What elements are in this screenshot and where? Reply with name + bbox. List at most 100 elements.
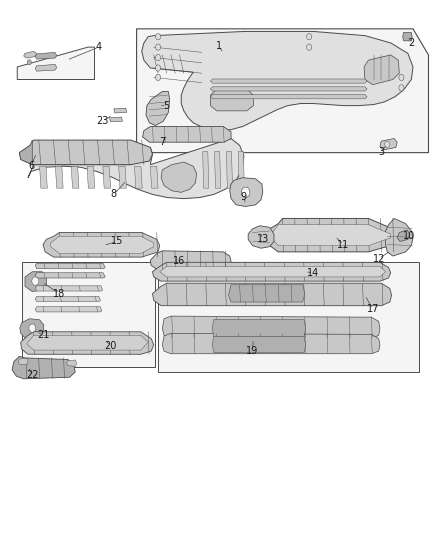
Polygon shape bbox=[210, 79, 367, 83]
Circle shape bbox=[155, 74, 161, 80]
Circle shape bbox=[155, 65, 161, 71]
Text: 11: 11 bbox=[337, 239, 350, 249]
Polygon shape bbox=[143, 126, 231, 142]
Polygon shape bbox=[21, 332, 154, 354]
Polygon shape bbox=[35, 286, 102, 291]
Polygon shape bbox=[364, 55, 399, 85]
Polygon shape bbox=[152, 283, 392, 306]
Polygon shape bbox=[35, 52, 57, 59]
Circle shape bbox=[29, 324, 36, 332]
Polygon shape bbox=[103, 166, 110, 188]
Polygon shape bbox=[150, 166, 158, 188]
Text: 23: 23 bbox=[96, 116, 109, 126]
Polygon shape bbox=[203, 151, 208, 188]
Text: 20: 20 bbox=[105, 341, 117, 351]
Polygon shape bbox=[158, 262, 419, 372]
Polygon shape bbox=[134, 166, 142, 188]
Polygon shape bbox=[238, 151, 244, 188]
Polygon shape bbox=[248, 226, 274, 248]
Polygon shape bbox=[210, 87, 367, 91]
Polygon shape bbox=[35, 64, 57, 71]
Polygon shape bbox=[55, 166, 63, 188]
Polygon shape bbox=[19, 140, 32, 165]
Circle shape bbox=[155, 44, 161, 50]
Text: 4: 4 bbox=[96, 42, 102, 52]
Polygon shape bbox=[28, 139, 244, 199]
Polygon shape bbox=[35, 263, 105, 269]
Polygon shape bbox=[35, 296, 101, 302]
Circle shape bbox=[241, 187, 250, 198]
Polygon shape bbox=[27, 335, 148, 350]
Polygon shape bbox=[12, 357, 75, 379]
Text: 10: 10 bbox=[403, 231, 415, 241]
Polygon shape bbox=[150, 251, 231, 269]
Text: 5: 5 bbox=[163, 101, 170, 111]
Polygon shape bbox=[19, 140, 152, 165]
Text: 12: 12 bbox=[372, 254, 385, 264]
Circle shape bbox=[399, 74, 404, 80]
Polygon shape bbox=[21, 262, 155, 367]
Circle shape bbox=[307, 34, 312, 40]
Text: 7: 7 bbox=[159, 137, 166, 147]
Polygon shape bbox=[160, 266, 385, 277]
Circle shape bbox=[155, 54, 161, 61]
Polygon shape bbox=[403, 33, 412, 41]
Text: 1: 1 bbox=[216, 41, 222, 51]
Circle shape bbox=[399, 85, 404, 91]
Text: 2: 2 bbox=[408, 38, 414, 48]
Text: 8: 8 bbox=[111, 189, 117, 199]
Polygon shape bbox=[114, 108, 127, 113]
Polygon shape bbox=[67, 360, 77, 366]
Text: 17: 17 bbox=[367, 304, 379, 314]
Polygon shape bbox=[35, 273, 105, 278]
Text: 21: 21 bbox=[38, 330, 50, 341]
Polygon shape bbox=[17, 47, 95, 79]
Polygon shape bbox=[162, 316, 380, 338]
Text: 9: 9 bbox=[241, 191, 247, 201]
Polygon shape bbox=[152, 262, 391, 281]
Polygon shape bbox=[24, 51, 36, 58]
Polygon shape bbox=[212, 319, 306, 337]
Polygon shape bbox=[43, 232, 160, 257]
Polygon shape bbox=[110, 117, 123, 122]
Polygon shape bbox=[162, 333, 380, 354]
Polygon shape bbox=[229, 285, 305, 302]
Polygon shape bbox=[230, 177, 263, 206]
Polygon shape bbox=[87, 166, 95, 188]
Text: 6: 6 bbox=[28, 161, 34, 171]
Polygon shape bbox=[142, 31, 413, 131]
Text: 3: 3 bbox=[378, 147, 384, 157]
Text: 13: 13 bbox=[257, 235, 269, 244]
Polygon shape bbox=[210, 95, 367, 99]
Polygon shape bbox=[380, 139, 397, 150]
Polygon shape bbox=[35, 306, 102, 312]
Text: 19: 19 bbox=[246, 346, 258, 356]
Polygon shape bbox=[212, 336, 306, 353]
Polygon shape bbox=[18, 358, 28, 365]
Polygon shape bbox=[272, 225, 391, 246]
Polygon shape bbox=[397, 230, 410, 241]
Polygon shape bbox=[215, 151, 221, 188]
Text: 15: 15 bbox=[111, 237, 123, 246]
Polygon shape bbox=[267, 219, 396, 252]
Circle shape bbox=[307, 44, 312, 50]
Polygon shape bbox=[210, 89, 253, 111]
Text: 16: 16 bbox=[173, 256, 186, 266]
Circle shape bbox=[155, 34, 161, 40]
Polygon shape bbox=[25, 272, 46, 292]
Polygon shape bbox=[39, 166, 47, 188]
Circle shape bbox=[385, 141, 390, 148]
Text: 18: 18 bbox=[53, 289, 65, 298]
Circle shape bbox=[32, 277, 39, 285]
Polygon shape bbox=[20, 319, 44, 338]
Text: 22: 22 bbox=[26, 370, 39, 380]
Polygon shape bbox=[71, 166, 79, 188]
Polygon shape bbox=[146, 92, 170, 125]
Text: 14: 14 bbox=[307, 268, 320, 278]
Polygon shape bbox=[226, 151, 233, 188]
Polygon shape bbox=[51, 236, 154, 254]
Polygon shape bbox=[161, 162, 197, 192]
Polygon shape bbox=[119, 166, 127, 188]
Circle shape bbox=[27, 60, 32, 65]
Polygon shape bbox=[385, 219, 413, 256]
